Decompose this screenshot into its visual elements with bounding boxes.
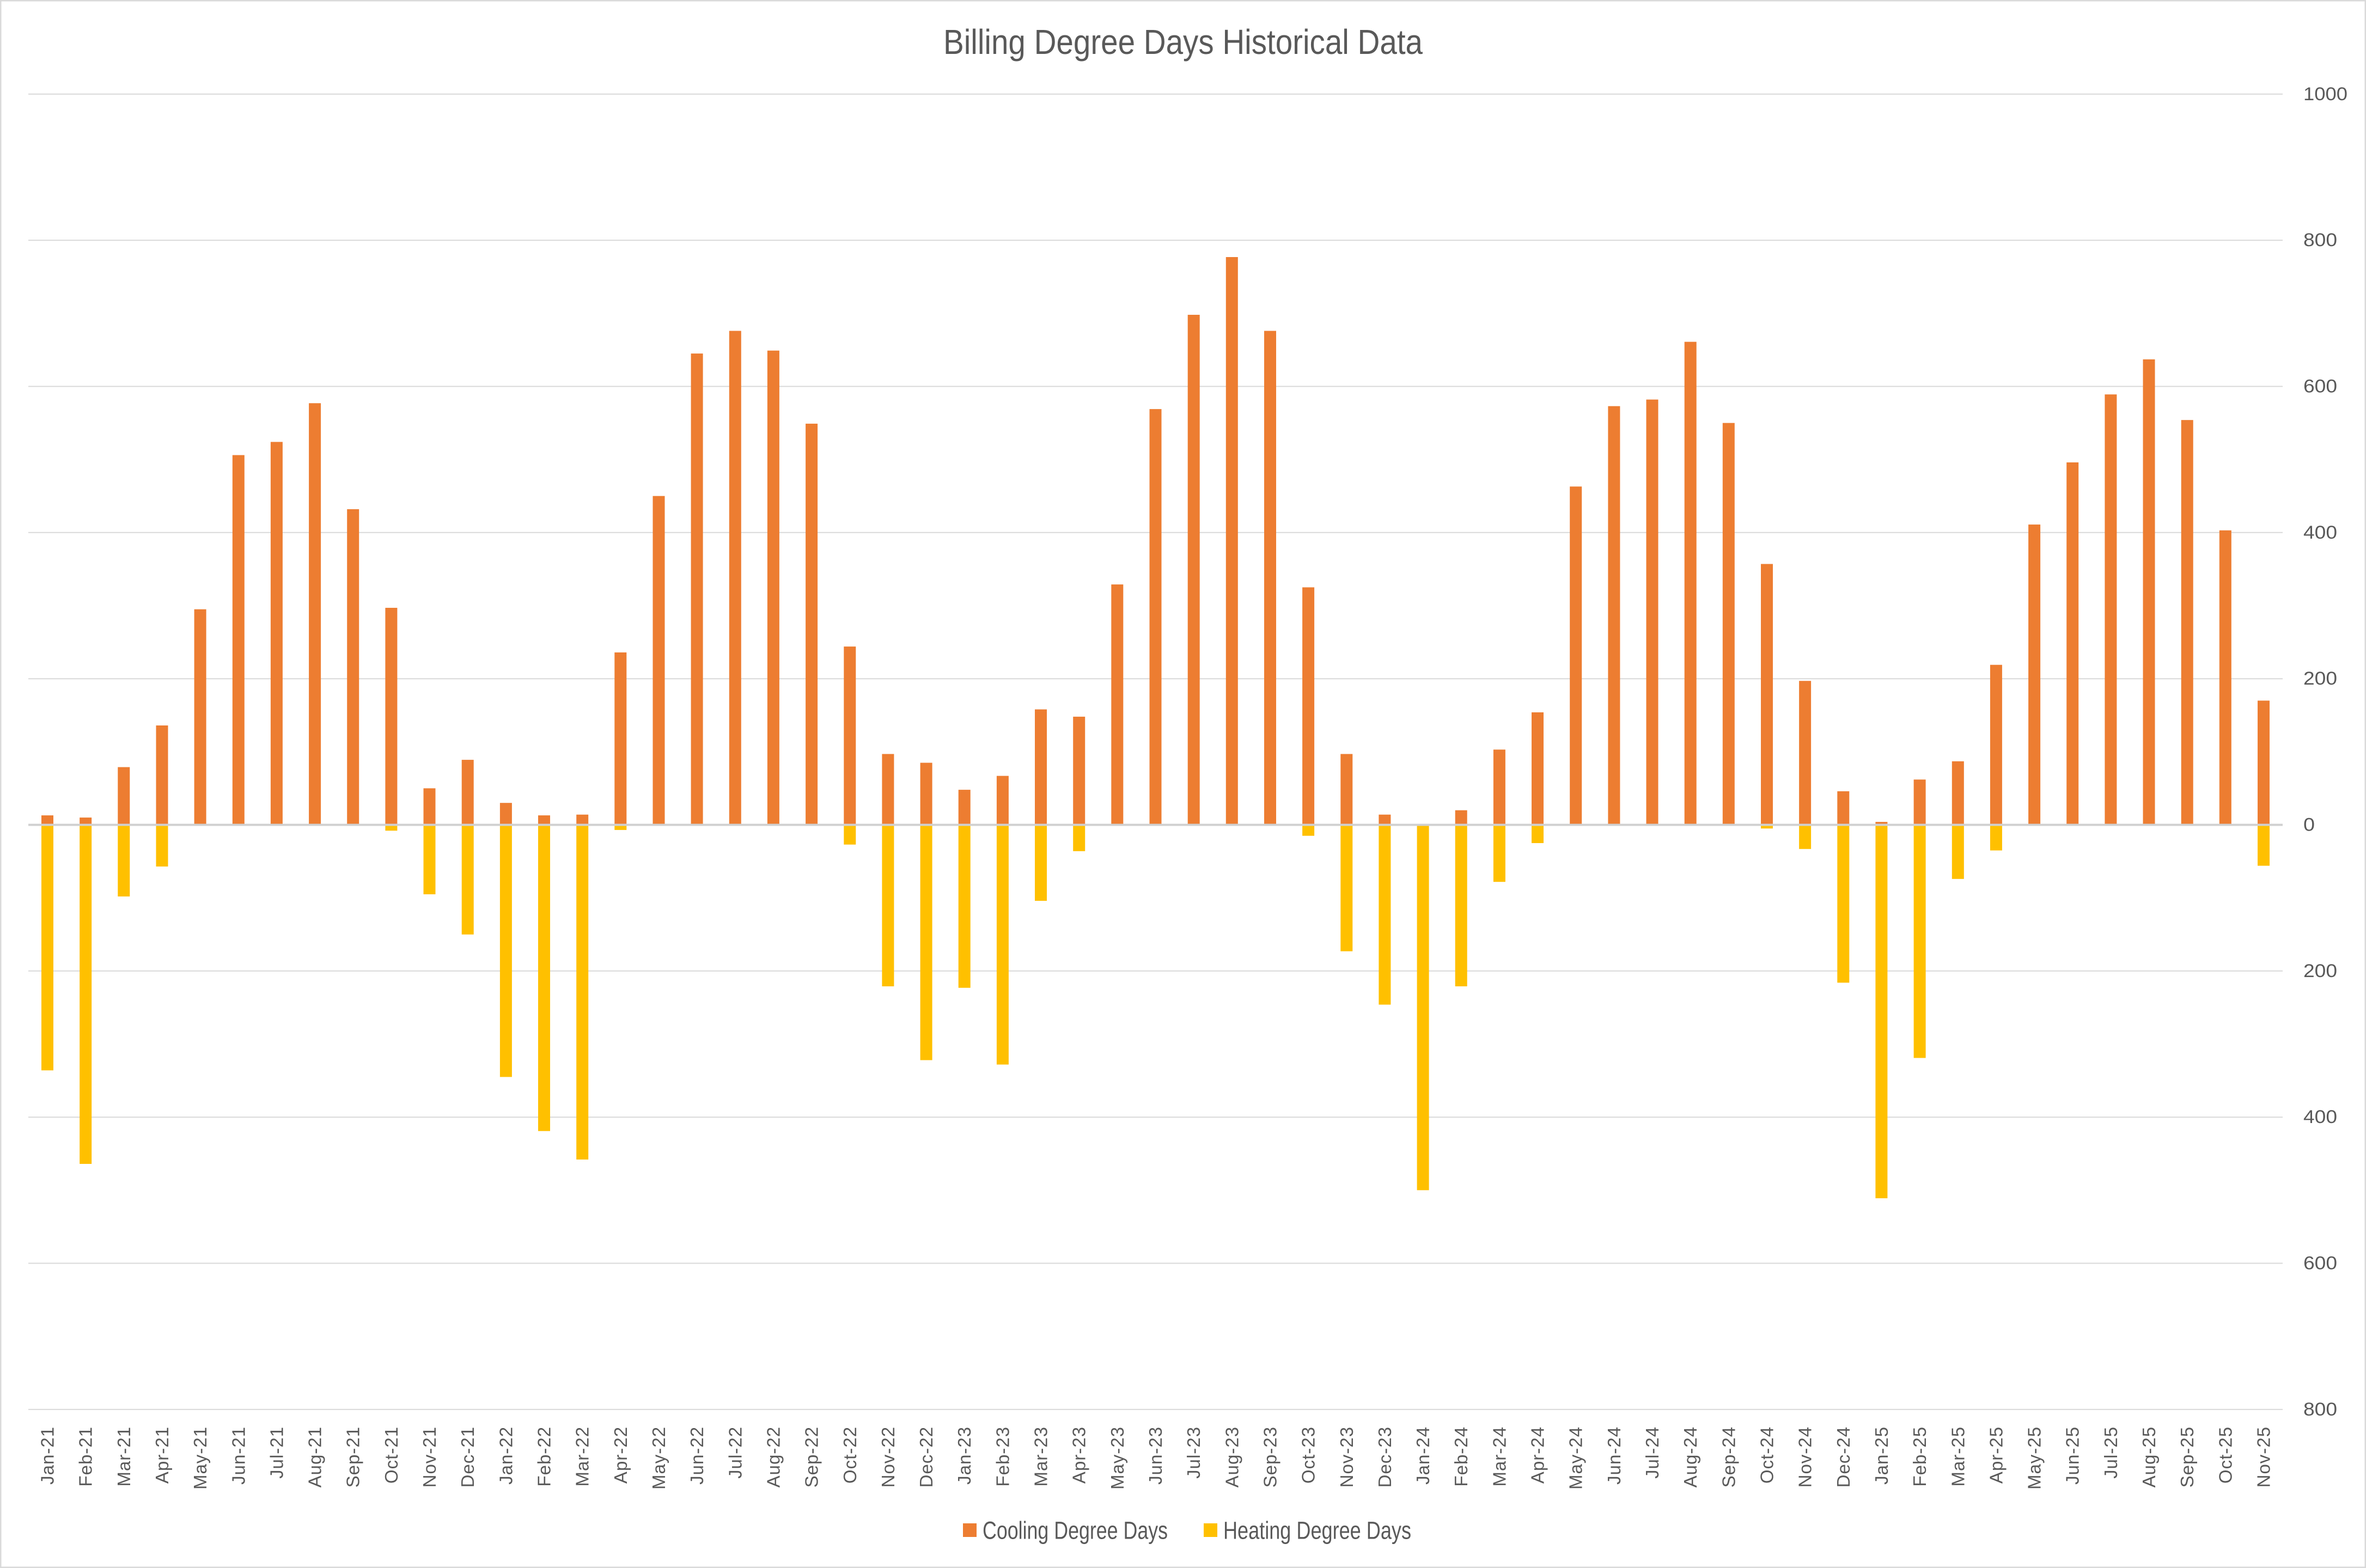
svg-text:600: 600 <box>2303 376 2337 397</box>
svg-text:200: 200 <box>2303 961 2337 981</box>
svg-text:Oct-23: Oct-23 <box>1298 1426 1319 1484</box>
svg-text:Jan-22: Jan-22 <box>496 1426 516 1485</box>
svg-text:Feb-25: Feb-25 <box>1910 1426 1930 1487</box>
svg-text:Apr-22: Apr-22 <box>611 1426 631 1484</box>
svg-text:Nov-25: Nov-25 <box>2254 1426 2274 1487</box>
svg-text:Sep-23: Sep-23 <box>1260 1426 1280 1487</box>
svg-text:200: 200 <box>2303 668 2337 689</box>
svg-text:Sep-22: Sep-22 <box>802 1426 822 1487</box>
svg-text:Nov-21: Nov-21 <box>419 1426 440 1487</box>
svg-text:Heating Degree Days: Heating Degree Days <box>1223 1517 1411 1545</box>
svg-text:Jun-25: Jun-25 <box>2063 1426 2083 1485</box>
svg-text:Jul-21: Jul-21 <box>266 1426 286 1479</box>
svg-text:Jun-21: Jun-21 <box>228 1426 248 1485</box>
svg-text:Oct-25: Oct-25 <box>2215 1426 2235 1484</box>
svg-text:Jul-22: Jul-22 <box>725 1426 745 1479</box>
svg-text:Jan-25: Jan-25 <box>1871 1426 1892 1485</box>
svg-text:Apr-24: Apr-24 <box>1528 1426 1548 1484</box>
svg-text:Mar-22: Mar-22 <box>572 1426 593 1487</box>
svg-text:Feb-23: Feb-23 <box>992 1426 1013 1487</box>
svg-text:Dec-22: Dec-22 <box>916 1426 936 1487</box>
svg-text:800: 800 <box>2303 230 2337 251</box>
svg-text:Jan-24: Jan-24 <box>1413 1426 1433 1485</box>
svg-text:Jan-23: Jan-23 <box>954 1426 974 1485</box>
svg-text:Jan-21: Jan-21 <box>38 1426 58 1485</box>
svg-text:Aug-22: Aug-22 <box>763 1426 783 1487</box>
svg-text:600: 600 <box>2303 1253 2337 1274</box>
svg-text:Nov-23: Nov-23 <box>1337 1426 1357 1487</box>
svg-text:Mar-25: Mar-25 <box>1948 1426 1968 1487</box>
svg-text:Feb-24: Feb-24 <box>1451 1426 1471 1487</box>
svg-text:Jun-22: Jun-22 <box>687 1426 707 1485</box>
svg-text:May-24: May-24 <box>1566 1426 1586 1490</box>
svg-text:Mar-23: Mar-23 <box>1031 1426 1051 1487</box>
svg-text:Oct-24: Oct-24 <box>1757 1426 1777 1484</box>
svg-text:Jun-24: Jun-24 <box>1604 1426 1624 1485</box>
svg-text:Apr-25: Apr-25 <box>1986 1426 2006 1484</box>
svg-text:Dec-21: Dec-21 <box>458 1426 478 1487</box>
svg-text:Billing Degree Days Historical: Billing Degree Days Historical Data <box>943 22 1423 62</box>
svg-text:Aug-23: Aug-23 <box>1222 1426 1242 1487</box>
svg-text:Aug-21: Aug-21 <box>305 1426 325 1487</box>
svg-text:Feb-21: Feb-21 <box>76 1426 96 1487</box>
svg-text:Jun-23: Jun-23 <box>1145 1426 1166 1485</box>
svg-text:May-25: May-25 <box>2024 1426 2045 1490</box>
svg-text:Mar-24: Mar-24 <box>1489 1426 1509 1487</box>
svg-text:Nov-22: Nov-22 <box>878 1426 898 1487</box>
svg-text:Oct-22: Oct-22 <box>840 1426 860 1484</box>
svg-text:Mar-21: Mar-21 <box>114 1426 134 1487</box>
svg-text:Sep-24: Sep-24 <box>1718 1426 1739 1487</box>
svg-text:1000: 1000 <box>2303 84 2347 105</box>
svg-text:Feb-22: Feb-22 <box>534 1426 554 1487</box>
svg-text:400: 400 <box>2303 522 2337 543</box>
svg-text:Sep-25: Sep-25 <box>2177 1426 2197 1487</box>
svg-text:Apr-21: Apr-21 <box>152 1426 172 1484</box>
svg-text:May-21: May-21 <box>190 1426 210 1490</box>
svg-text:Jul-24: Jul-24 <box>1642 1426 1662 1479</box>
svg-text:Sep-21: Sep-21 <box>343 1426 363 1487</box>
svg-text:Oct-21: Oct-21 <box>381 1426 401 1484</box>
svg-text:Dec-24: Dec-24 <box>1833 1426 1853 1487</box>
svg-text:Jul-23: Jul-23 <box>1184 1426 1204 1479</box>
svg-text:Cooling Degree Days: Cooling Degree Days <box>983 1517 1168 1545</box>
svg-text:Aug-25: Aug-25 <box>2139 1426 2159 1487</box>
svg-text:Apr-23: Apr-23 <box>1069 1426 1089 1484</box>
svg-text:800: 800 <box>2303 1399 2337 1420</box>
svg-text:0: 0 <box>2303 815 2315 835</box>
svg-text:May-22: May-22 <box>649 1426 669 1490</box>
svg-text:Jul-25: Jul-25 <box>2101 1426 2121 1479</box>
svg-text:May-23: May-23 <box>1107 1426 1127 1490</box>
svg-text:Dec-23: Dec-23 <box>1375 1426 1395 1487</box>
svg-text:Aug-24: Aug-24 <box>1680 1426 1700 1487</box>
svg-text:400: 400 <box>2303 1107 2337 1127</box>
svg-text:Nov-24: Nov-24 <box>1795 1426 1815 1487</box>
